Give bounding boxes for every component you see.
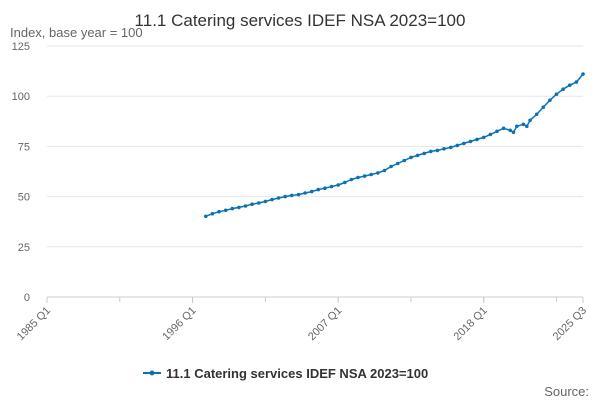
source-credit: Source:: [544, 384, 589, 399]
data-point[interactable]: [435, 148, 440, 153]
data-point[interactable]: [250, 202, 254, 206]
data-point[interactable]: [257, 201, 261, 205]
x-tick-label: 1996 Q1: [160, 305, 198, 343]
data-point[interactable]: [343, 180, 347, 185]
data-point[interactable]: [336, 183, 341, 187]
data-point[interactable]: [223, 208, 228, 213]
data-point[interactable]: [409, 155, 413, 160]
data-point[interactable]: [515, 124, 519, 129]
data-point[interactable]: [508, 128, 512, 133]
data-point[interactable]: [230, 206, 235, 211]
data-point[interactable]: [525, 124, 529, 129]
y-tick-label: 125: [12, 41, 30, 53]
y-tick-label: 75: [18, 141, 30, 153]
data-point[interactable]: [495, 129, 499, 134]
y-tick-label: 0: [24, 292, 30, 304]
chart-title: 11.1 Catering services IDEF NSA 2023=100: [135, 11, 466, 30]
data-point[interactable]: [276, 196, 281, 200]
y-tick-label: 100: [12, 91, 30, 103]
data-point[interactable]: [263, 199, 268, 204]
x-tick-label: 1985 Q1: [15, 305, 53, 343]
legend-marker-icon: [149, 370, 155, 376]
data-point[interactable]: [395, 161, 400, 166]
data-point[interactable]: [329, 184, 334, 189]
data-point[interactable]: [349, 177, 354, 182]
data-point[interactable]: [534, 112, 539, 117]
y-tick-label: 50: [18, 192, 30, 204]
data-point[interactable]: [462, 141, 466, 146]
data-point[interactable]: [554, 92, 559, 96]
data-point[interactable]: [541, 105, 546, 109]
data-point[interactable]: [561, 87, 565, 91]
data-point[interactable]: [415, 153, 420, 158]
data-point[interactable]: [210, 211, 215, 216]
data-point[interactable]: [389, 164, 393, 169]
data-point[interactable]: [548, 98, 552, 102]
legend[interactable]: 11.1 Catering services IDEF NSA 2023=100: [143, 366, 428, 381]
data-point[interactable]: [270, 197, 274, 202]
data-point[interactable]: [217, 209, 221, 214]
data-point[interactable]: [362, 174, 367, 178]
data-point[interactable]: [376, 171, 380, 175]
data-point[interactable]: [303, 191, 307, 195]
y-tick-label: 25: [18, 242, 30, 254]
y-axis-ticks: 0 25 50 75 100 125: [12, 41, 30, 304]
data-point[interactable]: [521, 122, 526, 127]
data-point[interactable]: [422, 151, 427, 156]
data-point[interactable]: [204, 214, 208, 219]
data-point[interactable]: [488, 132, 493, 137]
legend-label: 11.1 Catering services IDEF NSA 2023=100: [166, 366, 428, 381]
data-point[interactable]: [475, 137, 479, 142]
x-tick-label: 2025 Q3: [551, 305, 589, 343]
x-axis: 1985 Q1 1996 Q1 2007 Q1 2018 Q1 2025 Q3: [15, 297, 589, 343]
x-tick-label: 2007 Q1: [306, 305, 344, 343]
data-point[interactable]: [323, 186, 327, 190]
data-point[interactable]: [290, 193, 294, 198]
data-point[interactable]: [468, 139, 473, 144]
data-point[interactable]: [382, 168, 387, 173]
data-point[interactable]: [283, 194, 288, 199]
data-point[interactable]: [296, 192, 301, 197]
data-point[interactable]: [243, 204, 248, 208]
data-point[interactable]: [237, 205, 241, 210]
data-point[interactable]: [402, 158, 407, 163]
data-point[interactable]: [429, 149, 433, 154]
data-point[interactable]: [356, 175, 360, 180]
data-point[interactable]: [528, 118, 532, 123]
series-layer: [204, 72, 585, 219]
data-point[interactable]: [481, 135, 486, 140]
data-point[interactable]: [455, 143, 460, 148]
data-point[interactable]: [581, 72, 585, 76]
grid-lines: [47, 45, 583, 298]
data-point[interactable]: [501, 126, 506, 131]
data-point[interactable]: [568, 83, 572, 87]
data-point[interactable]: [442, 147, 446, 151]
data-point[interactable]: [316, 187, 321, 192]
data-point[interactable]: [309, 189, 314, 194]
y-axis-label: Index, base year = 100: [10, 25, 143, 40]
data-point[interactable]: [448, 145, 453, 150]
data-point[interactable]: [574, 80, 579, 84]
data-point[interactable]: [369, 172, 374, 177]
series-line: [205, 73, 584, 217]
x-tick-label: 2018 Q1: [452, 305, 490, 343]
data-point[interactable]: [511, 130, 516, 135]
